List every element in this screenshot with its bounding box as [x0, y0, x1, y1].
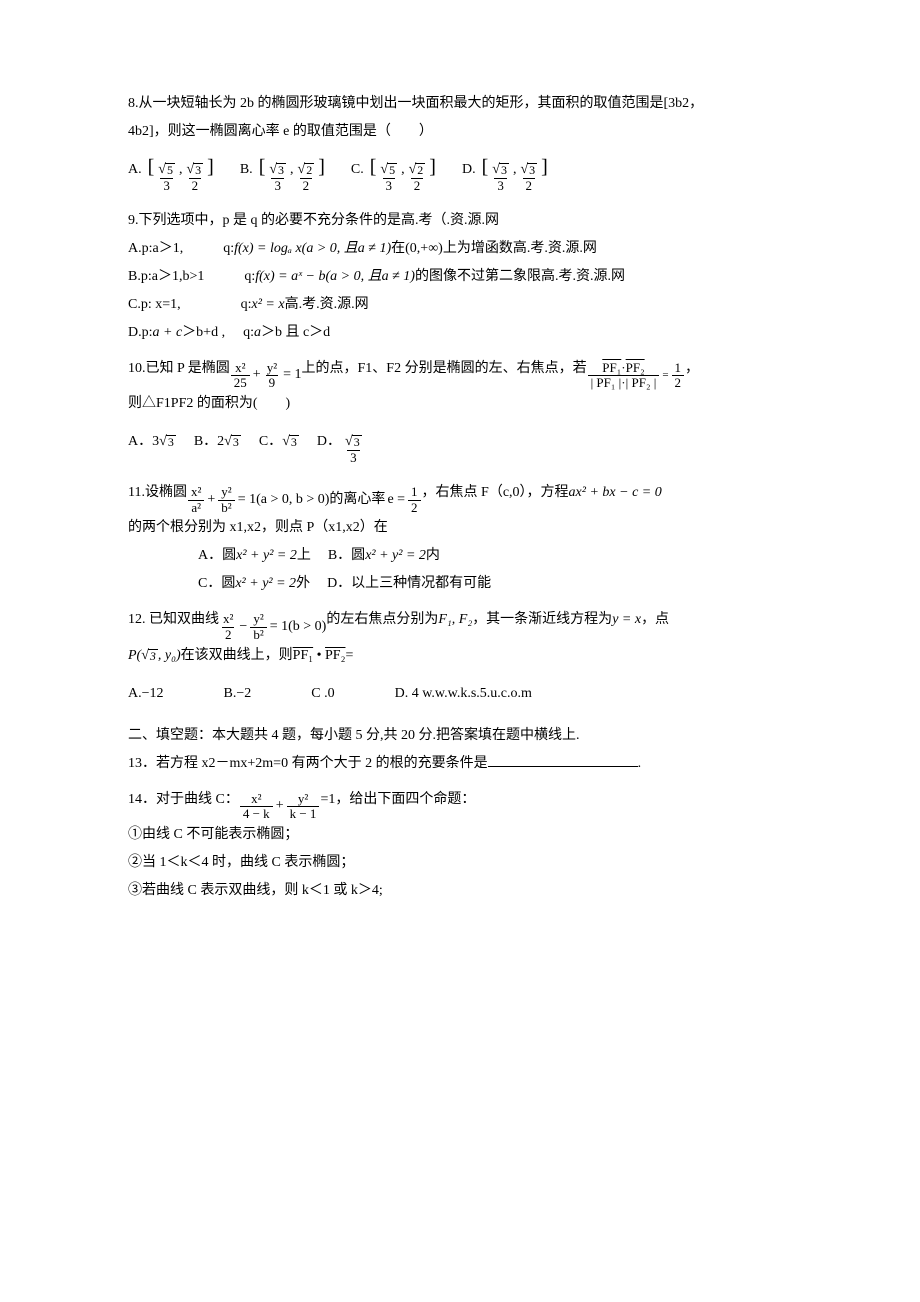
q9-stem: 9.下列选项中，p 是 q 的必要不充分条件的是高.考（.资.源.网	[128, 207, 790, 235]
q11-options-row2: C．圆x² + y² = 2外 D．以上三种情况都有可能	[128, 570, 790, 598]
q8-option-c: C. [ √53 , √22 ]	[351, 156, 436, 193]
q8-option-b: B. [ √33 , √22 ]	[240, 156, 325, 193]
q10-stem-line2: 则△F1PF2 的面积为( )	[128, 390, 790, 418]
q10-option-d: D． √33	[317, 428, 366, 465]
q8-options: A. [ √53 , √32 ] B. [ √33 , √22 ] C. [ √…	[128, 156, 790, 193]
q8-option-a: A. [ √53 , √32 ]	[128, 156, 214, 193]
q13-blank	[488, 753, 638, 767]
q13: 13．若方程 x2－mx+2m=0 有两个大于 2 的根的充要条件是.	[128, 750, 790, 778]
q12-options: A. −12 B. −2 C .0 D. 4 w.w.w.k.s.5.u.c.o…	[128, 680, 790, 708]
q10-stem-line1: 10.已知 P 是椭圆 x²25 + y²9 = 1 上的点，F1、F2 分别是…	[128, 355, 790, 390]
q8-stem-line1: 8.从一块短轴长为 2b 的椭圆形玻璃镜中划出一块面积最大的矩形，其面积的取值范…	[128, 90, 790, 118]
q11-option-c: C．圆x² + y² = 2外	[198, 570, 310, 598]
q8-option-d: D. [ √33 , √32 ]	[462, 156, 548, 193]
section2-header: 二、填空题：本大题共 4 题，每小题 5 分,共 20 分.把答案填在题中横线上…	[128, 722, 790, 750]
q11-options-row1: A．圆x² + y² = 2上 B．圆x² + y² = 2内	[128, 542, 790, 570]
q14-item1: ①由线 C 不可能表示椭圆；	[128, 821, 790, 849]
q14-item2: ②当 1＜k＜4 时，曲线 C 表示椭圆；	[128, 849, 790, 877]
q9-option-d: D.p: a + c ＞b+d , q: a ＞b 且 c＞d	[128, 319, 790, 347]
q8-stem-line2: 4b2]，则这一椭圆离心率 e 的取值范围是（ ）	[128, 118, 790, 146]
q9-option-c: C.p: x=1, q: x² = x 高.考.资.源.网	[128, 291, 790, 319]
q10-option-b: B． 2√3	[194, 428, 241, 456]
q12-stem-line2: P(√3, y₀) 在该双曲线上，则 PF₁ • PF₂ =	[128, 642, 790, 670]
q11-option-b: B．圆x² + y² = 2内	[328, 542, 440, 570]
q12-option-d: D. 4 w.w.w.k.s.5.u.c.o.m	[395, 680, 532, 708]
q14-item3: ③若曲线 C 表示双曲线，则 k＜1 或 k＞4;	[128, 877, 790, 905]
q11-option-d: D．以上三种情况都有可能	[327, 570, 491, 598]
q12-option-c: C .0	[311, 680, 334, 708]
q14-stem: 14．对于曲线 C： x²4 − k + y²k − 1 =1，给出下面四个命题…	[128, 786, 790, 821]
q11-option-a: A．圆x² + y² = 2上	[198, 542, 311, 570]
q12-option-a: A. −12	[128, 680, 164, 708]
q12-stem-line1: 12. 已知双曲线 x²2 − y²b² = 1(b > 0) 的左右焦点分别为…	[128, 606, 790, 641]
q9-option-b: B.p:a＞1,b>1 q: f(x) = aˣ − b(a > 0, 且a ≠…	[128, 263, 790, 291]
q10-options: A． 3√3 B． 2√3 C． √3 D． √33	[128, 428, 790, 465]
q9-option-a: A.p:a＞1, q: f(x) = logₐ x(a > 0, 且a ≠ 1)…	[128, 235, 790, 263]
q11-stem-line2: 的两个根分别为 x1,x2，则点 P（x1,x2）在	[128, 514, 790, 542]
q11-stem-line1: 11.设椭圆 x²a² + y²b² = 1(a > 0, b > 0)的离心率…	[128, 479, 790, 514]
q10-option-a: A． 3√3	[128, 428, 176, 456]
q10-option-c: C． √3	[259, 428, 299, 456]
q12-option-b: B. −2	[224, 680, 252, 708]
